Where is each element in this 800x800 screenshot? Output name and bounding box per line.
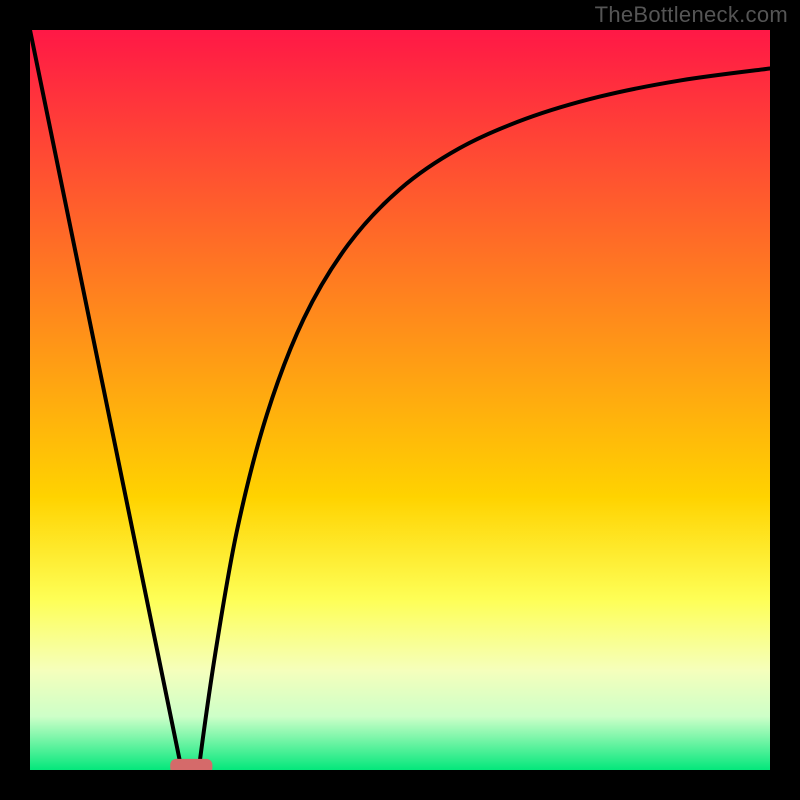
watermark-text: TheBottleneck.com [595, 2, 788, 28]
chart-svg [0, 0, 800, 800]
bottleneck-chart: TheBottleneck.com [0, 0, 800, 800]
gradient-background [30, 30, 770, 771]
